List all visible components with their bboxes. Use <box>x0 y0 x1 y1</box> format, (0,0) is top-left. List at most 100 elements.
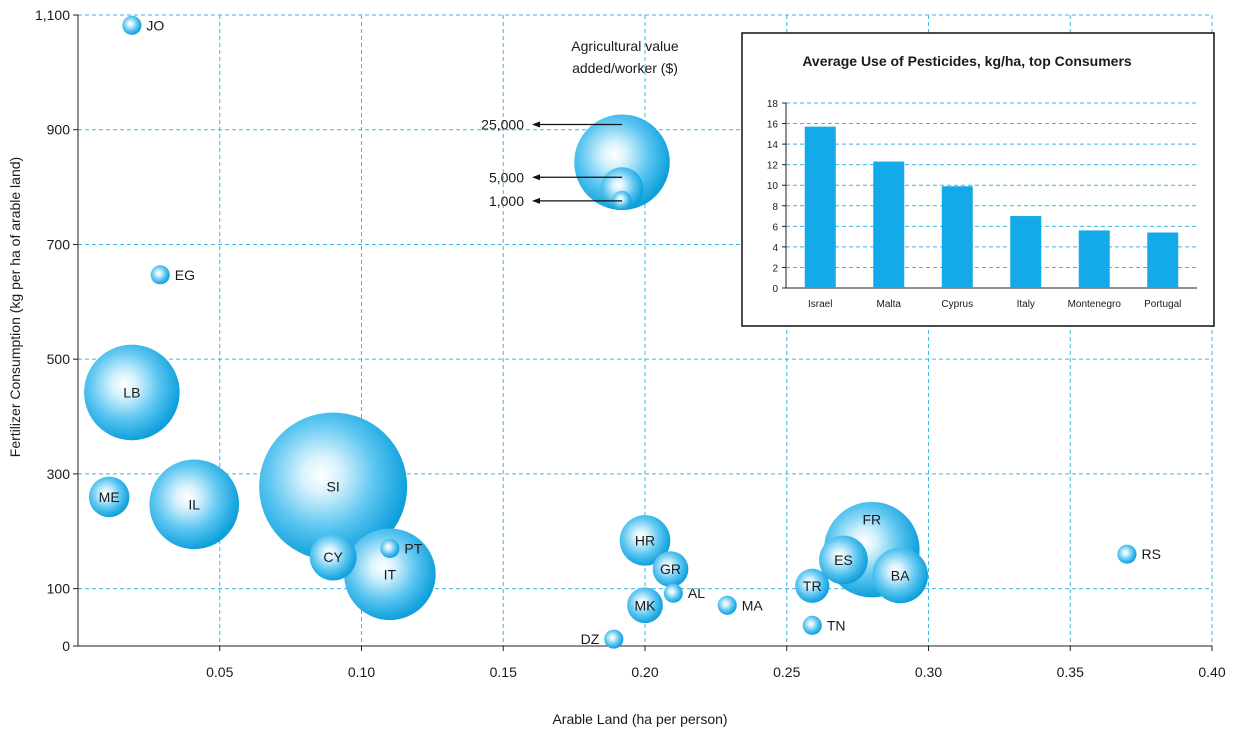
inset-x-tick-label: Portugal <box>1144 299 1181 310</box>
x-tick-label: 0.35 <box>1057 664 1084 680</box>
inset-bars <box>804 126 1179 288</box>
y-axis-label: Fertilizer Consumption (kg per ha of ara… <box>7 157 23 457</box>
y-tick-label: 300 <box>47 466 71 482</box>
bubble-si <box>259 412 408 561</box>
bubble-label-gr: GR <box>660 561 681 577</box>
bubble-il <box>149 459 240 550</box>
bubble-dz <box>604 629 624 649</box>
size-legend-arrowhead <box>532 121 540 128</box>
y-tick-label: 100 <box>47 581 71 597</box>
bubble-pt <box>380 538 400 559</box>
bubble-label-eg: EG <box>175 267 195 283</box>
bubble-label-jo: JO <box>146 17 164 33</box>
size-legend-title-line2: added/worker ($) <box>572 60 678 76</box>
inset-y-tick-label: 2 <box>772 263 778 274</box>
inset-y-tick-label: 0 <box>772 284 778 295</box>
size-legend-items: 25,000 5,000 1,000 <box>481 114 670 211</box>
inset-bar-malta <box>873 161 905 288</box>
size-legend-label: 5,000 <box>489 169 524 185</box>
inset-bar-chart: Average Use of Pesticides, kg/ha, top Co… <box>741 32 1215 327</box>
inset-y-tick-label: 10 <box>767 181 779 192</box>
bubble-ba <box>872 547 929 604</box>
inset-y-tick-label: 18 <box>767 99 779 110</box>
x-axis-label: Arable Land (ha per person) <box>552 711 727 727</box>
bubble-label-al: AL <box>688 585 705 601</box>
bubble-hr <box>619 515 671 566</box>
x-tick-label: 0.40 <box>1198 664 1225 680</box>
x-tick-label: 0.30 <box>915 664 942 680</box>
bubble-label-ma: MA <box>742 597 764 613</box>
bubble-label-es: ES <box>834 552 853 568</box>
inset-bar-cyprus <box>941 186 973 288</box>
bubble-rs <box>1117 544 1137 564</box>
bubble-label-tn: TN <box>827 617 846 633</box>
inset-y-tick-label: 16 <box>767 120 779 131</box>
bubble-cy <box>309 533 357 581</box>
y-tick-label: 1,100 <box>35 7 70 23</box>
bubble-label-mk: MK <box>635 597 657 613</box>
bubble-al <box>663 583 683 603</box>
inset-title: Average Use of Pesticides, kg/ha, top Co… <box>802 53 1132 69</box>
y-tick-label: 500 <box>47 351 71 367</box>
x-tick-label: 0.05 <box>206 664 233 680</box>
bubble-label-tr: TR <box>803 578 822 594</box>
inset-x-tick-label: Italy <box>1017 299 1035 310</box>
size-legend-label: 25,000 <box>481 116 524 132</box>
inset-bar-portugal <box>1147 232 1179 288</box>
inset-bar-italy <box>1010 216 1042 288</box>
bubble-label-cy: CY <box>323 549 343 565</box>
inset-x-tick-label: Cyprus <box>941 299 973 310</box>
bubbles: JO EG LB ME IL SI CY IT PT HR GR AL MK DZ MA TR TN FR ES BA… <box>84 15 1161 649</box>
bubble-mk <box>627 587 663 624</box>
bubble-it <box>344 528 436 621</box>
bubble-label-si: SI <box>327 479 340 495</box>
inset-x-tick-label: Malta <box>877 299 902 310</box>
inset-x-tick-label: Israel <box>808 299 832 310</box>
inset-x-tick-label: Montenegro <box>1068 299 1122 310</box>
x-tick-labels: 0.05 0.10 0.15 0.20 0.25 0.30 0.35 0.40 <box>206 646 1226 680</box>
bubble-ma <box>717 595 737 615</box>
size-legend-arrowhead <box>532 174 540 181</box>
y-tick-labels: 0 100 300 500 700 900 1,100 <box>35 7 78 654</box>
x-tick-label: 0.25 <box>773 664 800 680</box>
inset-x-tick-labels: Israel Malta Cyprus Italy Montenegro Portugal <box>808 299 1181 310</box>
bubble-label-ba: BA <box>891 567 910 583</box>
bubble-label-il: IL <box>188 496 200 512</box>
bubble-lb <box>84 344 180 441</box>
size-legend-bubble <box>574 114 670 210</box>
bubble-label-me: ME <box>99 489 120 505</box>
inset-y-tick-label: 14 <box>767 140 779 151</box>
size-legend-title-line1: Agricultural value <box>571 38 679 54</box>
bubble-label-pt: PT <box>404 540 422 556</box>
bubble-label-hr: HR <box>635 532 655 548</box>
x-tick-label: 0.10 <box>348 664 375 680</box>
inset-gridlines <box>786 102 1197 268</box>
y-tick-label: 900 <box>47 122 71 138</box>
inset-y-tick-label: 4 <box>772 243 778 254</box>
x-tick-label: 0.20 <box>631 664 658 680</box>
inset-bar-montenegro <box>1078 230 1110 288</box>
size-legend-arrowhead <box>532 197 540 204</box>
bubble-label-lb: LB <box>123 384 140 400</box>
bubble-label-fr: FR <box>862 512 881 528</box>
size-legend: Agricultural value added/worker ($) 25,0… <box>481 38 679 211</box>
bubble-tn <box>802 615 822 635</box>
inset-y-tick-label: 6 <box>772 222 778 233</box>
bubble-tr <box>795 568 830 603</box>
inset-bar-israel <box>804 126 836 288</box>
x-tick-label: 0.15 <box>490 664 517 680</box>
size-legend-label: 1,000 <box>489 193 524 209</box>
bubble-es <box>819 535 868 585</box>
bubble-label-dz: DZ <box>581 631 600 647</box>
bubble-jo <box>122 15 142 35</box>
bubble-me <box>88 476 130 518</box>
y-tick-label: 700 <box>47 236 71 252</box>
y-tick-label: 0 <box>62 638 70 654</box>
inset-y-tick-label: 12 <box>767 161 779 172</box>
bubble-label-rs: RS <box>1142 546 1161 562</box>
bubble-eg <box>150 265 170 285</box>
inset-y-tick-labels: 0 2 4 6 8 10 12 14 16 18 <box>767 99 786 295</box>
bubble-label-it: IT <box>384 566 397 582</box>
size-legend-bubble <box>600 167 644 211</box>
